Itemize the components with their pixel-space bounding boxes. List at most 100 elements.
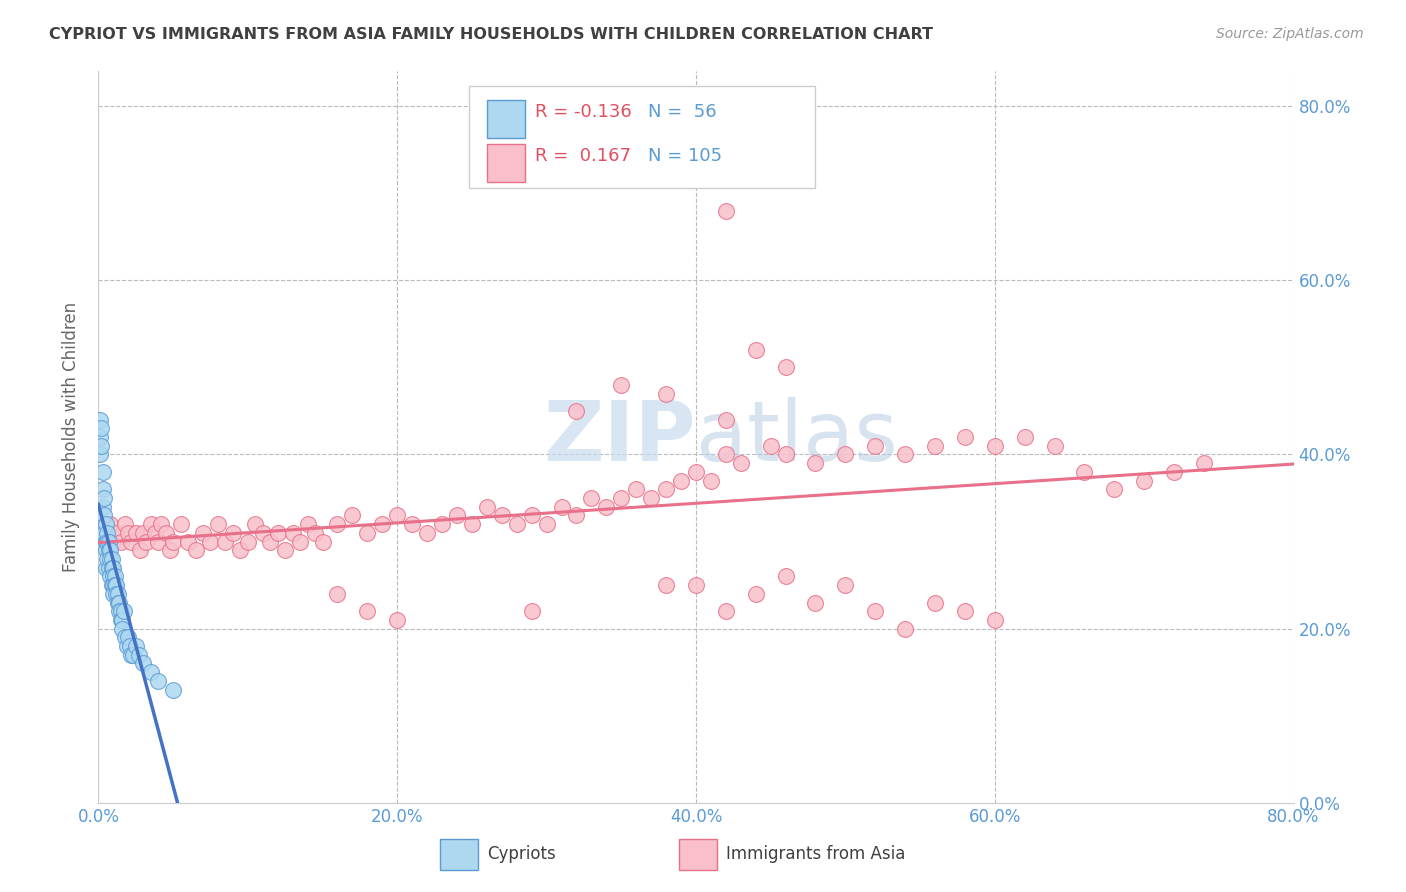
Point	[281, 525, 304, 540]
Point	[356, 525, 378, 540]
Point	[274, 543, 297, 558]
Point	[775, 448, 797, 462]
Text: N =  56: N = 56	[648, 103, 717, 121]
Point	[730, 456, 752, 470]
Point	[114, 631, 136, 645]
Point	[475, 500, 498, 514]
Point	[565, 508, 588, 523]
Point	[953, 430, 976, 444]
Point	[371, 517, 394, 532]
Point	[98, 552, 122, 566]
Point	[865, 604, 887, 618]
Text: R = -0.136: R = -0.136	[534, 103, 631, 121]
Point	[169, 517, 191, 532]
Point	[91, 483, 114, 497]
Point	[550, 500, 572, 514]
Point	[356, 604, 378, 618]
Point	[745, 343, 768, 357]
Point	[304, 525, 326, 540]
Point	[610, 491, 633, 505]
Point	[288, 534, 311, 549]
Point	[385, 508, 409, 523]
Point	[110, 613, 132, 627]
Point	[655, 386, 678, 401]
Point	[155, 525, 177, 540]
Point	[94, 560, 117, 574]
Point	[150, 517, 173, 532]
Point	[118, 639, 141, 653]
Point	[326, 517, 349, 532]
Point	[111, 613, 134, 627]
Text: Source: ZipAtlas.com: Source: ZipAtlas.com	[1216, 27, 1364, 41]
Point	[714, 203, 737, 218]
Point	[1163, 465, 1185, 479]
Point	[110, 534, 132, 549]
Point	[93, 525, 115, 540]
Point	[669, 474, 692, 488]
Point	[1073, 465, 1095, 479]
Point	[259, 534, 281, 549]
Point	[626, 483, 648, 497]
Point	[96, 525, 118, 540]
FancyBboxPatch shape	[486, 144, 524, 182]
Point	[94, 534, 117, 549]
Point	[97, 543, 120, 558]
Point	[148, 673, 170, 688]
Point	[120, 648, 142, 662]
Point	[89, 430, 111, 444]
Point	[520, 604, 543, 618]
Point	[103, 569, 125, 583]
Point	[924, 439, 946, 453]
Point	[984, 613, 1007, 627]
Point	[430, 517, 453, 532]
Point	[311, 534, 333, 549]
Point	[94, 543, 117, 558]
Point	[162, 534, 184, 549]
Point	[89, 412, 111, 426]
Point	[162, 682, 184, 697]
Point	[97, 560, 120, 574]
Point	[581, 491, 603, 505]
Point	[117, 525, 139, 540]
Point	[461, 517, 484, 532]
Point	[446, 508, 468, 523]
Point	[834, 578, 856, 592]
Point	[245, 517, 267, 532]
Point	[385, 613, 409, 627]
Point	[103, 587, 125, 601]
Point	[90, 421, 112, 435]
Point	[103, 534, 125, 549]
Point	[297, 517, 319, 532]
Point	[135, 534, 157, 549]
Text: Cypriots: Cypriots	[486, 845, 555, 863]
Point	[97, 534, 120, 549]
Point	[104, 569, 127, 583]
Point	[104, 578, 127, 592]
Point	[775, 360, 797, 375]
Point	[565, 404, 588, 418]
Point	[148, 534, 170, 549]
Point	[1133, 474, 1156, 488]
Point	[91, 465, 114, 479]
Point	[107, 595, 129, 609]
Point	[105, 578, 128, 592]
Point	[894, 448, 917, 462]
Point	[108, 604, 131, 618]
Point	[132, 525, 155, 540]
Point	[105, 587, 128, 601]
Point	[128, 648, 150, 662]
Point	[111, 622, 134, 636]
Point	[159, 543, 181, 558]
Point	[101, 578, 124, 592]
Point	[685, 578, 707, 592]
Text: CYPRIOT VS IMMIGRANTS FROM ASIA FAMILY HOUSEHOLDS WITH CHILDREN CORRELATION CHAR: CYPRIOT VS IMMIGRANTS FROM ASIA FAMILY H…	[49, 27, 934, 42]
Point	[252, 525, 274, 540]
Point	[714, 604, 737, 618]
Point	[98, 569, 122, 583]
Point	[520, 508, 543, 523]
Point	[200, 534, 222, 549]
Point	[125, 525, 148, 540]
Point	[93, 508, 115, 523]
Point	[342, 508, 364, 523]
Point	[103, 578, 125, 592]
